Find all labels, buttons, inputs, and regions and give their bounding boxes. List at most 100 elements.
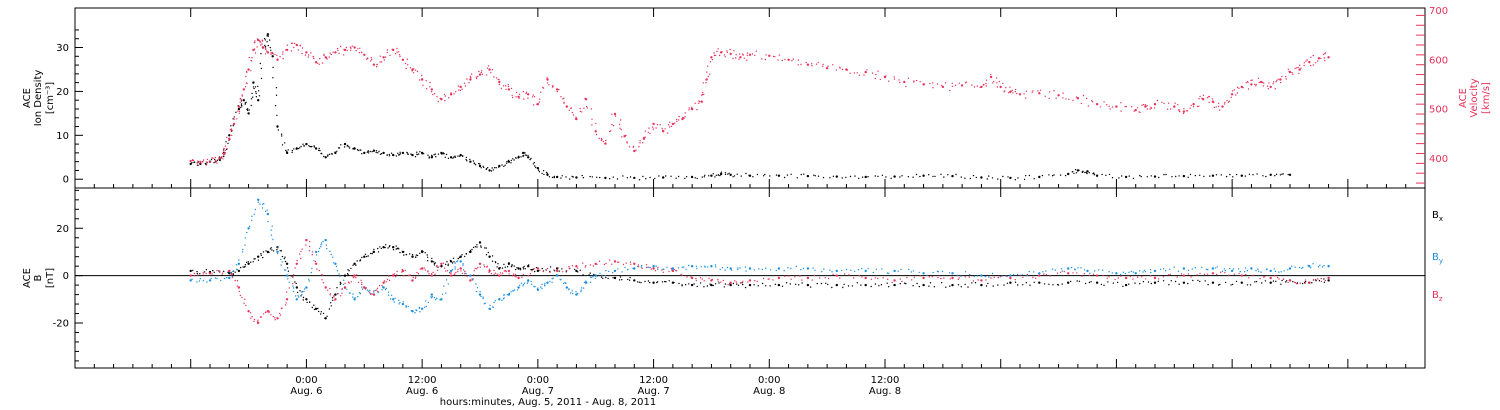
data-point-fill: [453, 93, 455, 95]
data-point-fill: [198, 280, 201, 282]
data-point-fill: [429, 81, 431, 84]
data-point-fill: [695, 265, 698, 267]
data-point-fill: [1132, 177, 1135, 180]
data-point-fill: [812, 267, 814, 269]
data-point-fill: [525, 92, 527, 95]
data-point-fill: [1075, 172, 1078, 174]
data-point-fill: [984, 275, 987, 278]
data-point-fill: [541, 267, 543, 270]
data-point-fill: [993, 80, 995, 83]
data-point-fill: [1031, 91, 1033, 94]
data-point-fill: [695, 277, 697, 280]
data-point-fill: [515, 157, 517, 159]
data-point-fill: [813, 274, 816, 277]
data-point-fill: [239, 294, 242, 297]
data-point-fill: [330, 253, 332, 256]
data-point-fill: [619, 276, 622, 278]
data-point-fill: [270, 52, 272, 54]
data-point-fill: [389, 245, 391, 247]
data-point-fill: [281, 261, 283, 263]
data-point-fill: [754, 54, 756, 57]
data-point: [652, 265, 655, 268]
data-point-fill: [1075, 96, 1078, 98]
data-point: [363, 53, 366, 56]
data-point: [1230, 269, 1234, 273]
data-point-fill: [912, 176, 914, 178]
data-point-fill: [1215, 174, 1218, 176]
data-point-fill: [769, 285, 771, 287]
data-point-fill: [877, 70, 879, 72]
data-point-fill: [1273, 81, 1275, 83]
data-point-fill: [1039, 89, 1042, 92]
data-point-fill: [1208, 95, 1211, 98]
data-point-fill: [1292, 281, 1294, 283]
data-point-fill: [493, 76, 495, 78]
data-point-fill: [817, 61, 819, 64]
velocity-tick-label: 600: [1429, 55, 1448, 66]
data-point: [893, 279, 896, 282]
data-point-fill: [1257, 270, 1260, 272]
data-point-fill: [261, 207, 264, 209]
data-point-fill: [232, 270, 235, 272]
data-point-fill: [595, 133, 598, 136]
data-point-fill: [1167, 102, 1170, 104]
data-point-fill: [798, 284, 800, 286]
data-point-fill: [285, 149, 287, 152]
data-point-fill: [954, 84, 957, 87]
data-point-fill: [858, 74, 860, 77]
data-point-fill: [724, 283, 727, 285]
data-point-fill: [1167, 274, 1170, 276]
data-point: [1327, 265, 1330, 268]
data-point-fill: [308, 278, 310, 280]
data-point-fill: [1300, 67, 1302, 70]
data-point-fill: [1174, 102, 1176, 104]
density-tick-label: 0: [63, 175, 69, 186]
data-point: [449, 260, 453, 263]
data-point-fill: [253, 213, 255, 215]
data-point-fill: [846, 69, 849, 71]
data-point-fill: [1228, 100, 1231, 103]
data-point: [517, 286, 520, 289]
data-point-fill: [259, 40, 261, 42]
data-point-fill: [507, 84, 509, 86]
data-point: [1038, 274, 1041, 277]
data-point-fill: [426, 256, 429, 258]
data-point-fill: [332, 256, 334, 258]
data-point: [314, 262, 318, 265]
data-point-fill: [246, 82, 248, 85]
data-point-fill: [540, 91, 542, 94]
data-point-fill: [530, 157, 532, 160]
data-point-fill: [577, 271, 579, 273]
data-point-fill: [411, 254, 414, 256]
data-point-fill: [375, 151, 377, 154]
data-point-fill: [274, 319, 276, 321]
data-point-fill: [445, 263, 447, 266]
data-point-fill: [526, 282, 529, 284]
data-point-fill: [416, 254, 419, 257]
data-point-fill: [1245, 267, 1247, 269]
data-point-fill: [200, 162, 202, 165]
data-point-fill: [841, 68, 844, 71]
data-point-fill: [665, 281, 667, 283]
data-point-fill: [985, 285, 988, 287]
data-point-fill: [469, 250, 472, 253]
data-point-fill: [724, 173, 727, 176]
data-point-fill: [501, 164, 503, 166]
data-point: [1067, 272, 1070, 275]
data-point-fill: [241, 95, 243, 97]
data-point-fill: [654, 270, 657, 272]
data-point-fill: [247, 261, 249, 263]
data-point-fill: [1294, 266, 1296, 268]
field-axis-label: ACE B [nT]: [22, 268, 56, 288]
data-point-fill: [437, 153, 440, 155]
data-point-fill: [1299, 64, 1301, 66]
data-point-fill: [318, 247, 321, 250]
data-point-fill: [422, 152, 425, 155]
data-point-fill: [580, 287, 583, 289]
data-point-fill: [827, 65, 829, 68]
data-point-fill: [493, 269, 495, 272]
data-point-fill: [234, 279, 236, 282]
data-point-fill: [356, 260, 358, 262]
data-point-fill: [885, 75, 887, 77]
